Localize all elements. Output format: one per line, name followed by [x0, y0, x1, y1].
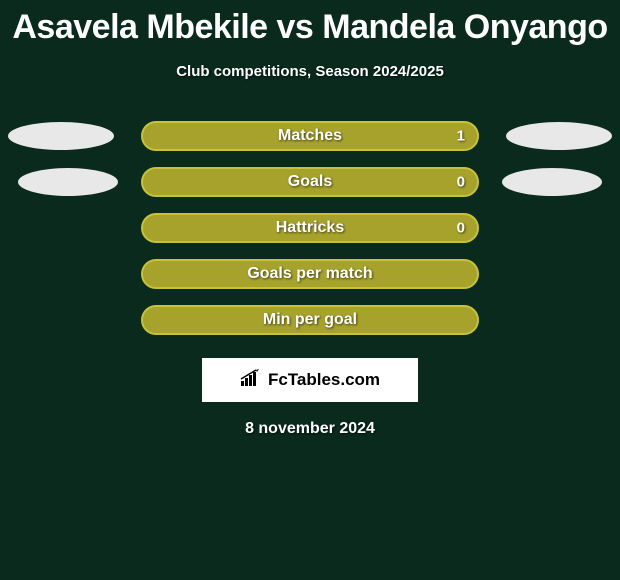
stat-row: Matches 1 — [0, 120, 620, 152]
brand-text: FcTables.com — [268, 370, 380, 390]
brand-box: FcTables.com — [202, 358, 418, 402]
stat-row: Goals 0 — [0, 166, 620, 198]
stat-row: Min per goal — [0, 304, 620, 336]
left-ellipse — [8, 122, 114, 150]
stat-label: Hattricks — [276, 219, 344, 237]
stat-row: Goals per match — [0, 258, 620, 290]
right-ellipse — [506, 122, 612, 150]
right-ellipse — [502, 168, 602, 196]
subtitle: Club competitions, Season 2024/2025 — [0, 63, 620, 80]
date-text: 8 november 2024 — [0, 420, 620, 438]
stat-bar: Matches 1 — [141, 121, 479, 151]
brand-chart-icon — [240, 369, 262, 392]
stat-label: Matches — [278, 127, 342, 145]
stat-bar: Goals per match — [141, 259, 479, 289]
stat-label: Goals — [288, 173, 332, 191]
stat-label: Goals per match — [247, 265, 372, 283]
stat-bar: Min per goal — [141, 305, 479, 335]
stat-value: 1 — [457, 128, 465, 145]
stat-value: 0 — [457, 220, 465, 237]
stats-container: Matches 1 Goals 0 Hattricks 0 Goals per match M… — [0, 120, 620, 336]
page-title: Asavela Mbekile vs Mandela Onyango — [0, 0, 620, 47]
stat-row: Hattricks 0 — [0, 212, 620, 244]
stat-value: 0 — [457, 174, 465, 191]
stat-bar: Goals 0 — [141, 167, 479, 197]
stat-label: Min per goal — [263, 311, 357, 329]
left-ellipse — [18, 168, 118, 196]
stat-bar: Hattricks 0 — [141, 213, 479, 243]
